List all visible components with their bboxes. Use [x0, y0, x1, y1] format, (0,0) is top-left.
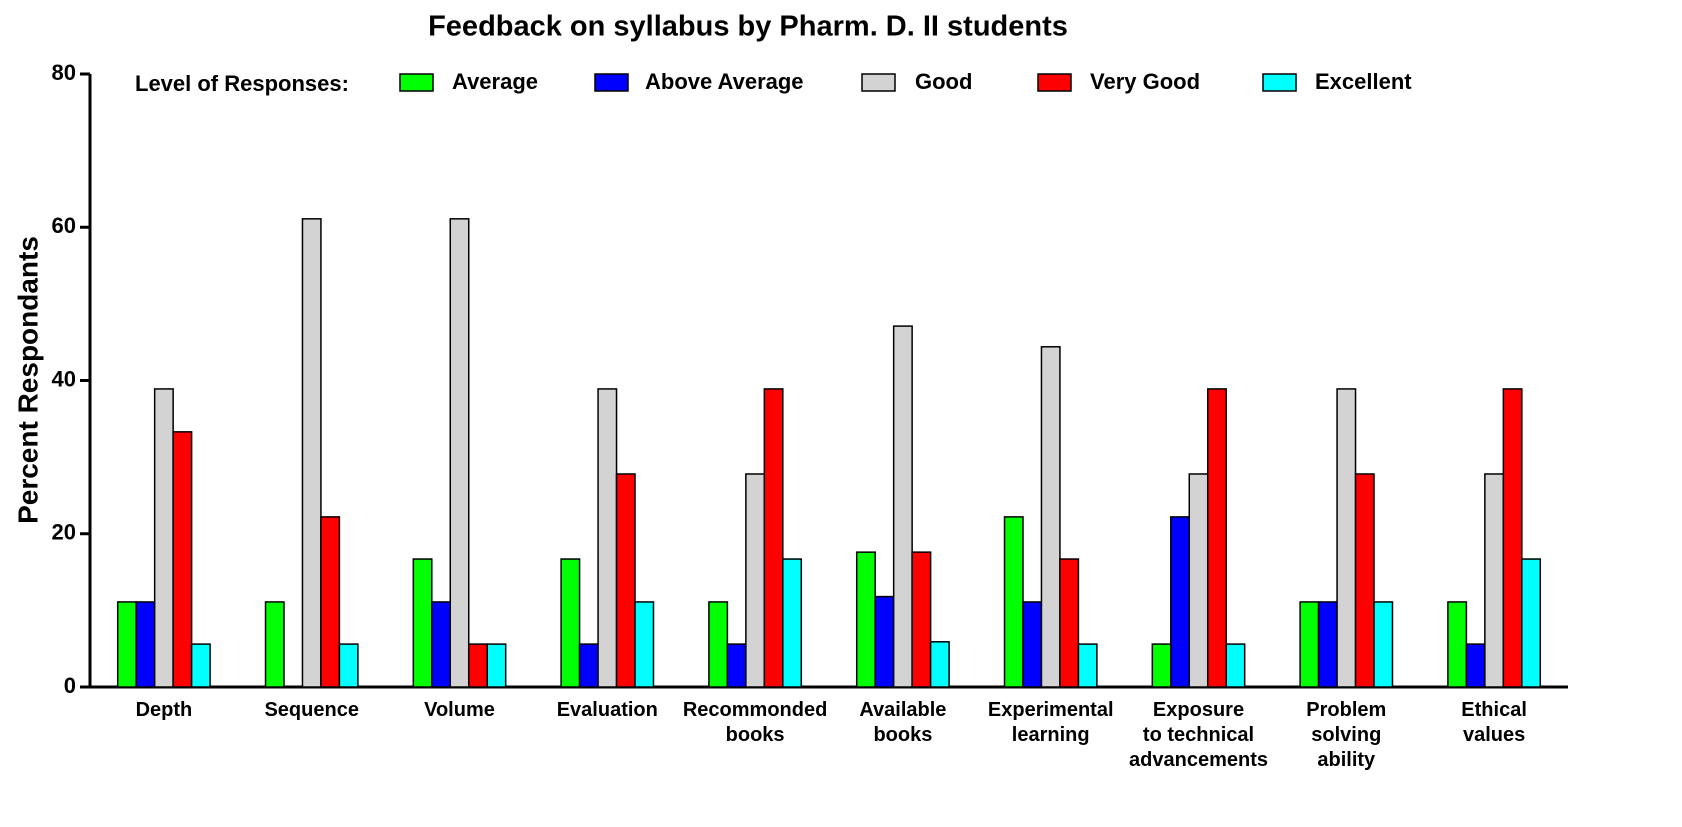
x-tick-label-line: Depth: [136, 699, 193, 721]
bar: [190, 643, 211, 688]
bar: [467, 643, 488, 688]
legend-label: Good: [915, 69, 972, 94]
bar: [1225, 643, 1246, 688]
legend-label: Above Average: [645, 69, 804, 94]
bar: [1354, 473, 1375, 688]
legend-swatch: [1037, 73, 1072, 92]
legend-swatch: [594, 73, 629, 92]
x-tick-label: Ethical values: [1461, 699, 1527, 746]
bar: [892, 325, 913, 688]
x-tick-label-line: Volume: [424, 699, 495, 721]
x-tick-label-line: Experimental: [988, 699, 1114, 721]
bar: [264, 601, 285, 688]
bar: [431, 601, 452, 688]
bar: [745, 473, 766, 688]
bar: [1040, 346, 1061, 688]
bar: [1299, 601, 1320, 688]
bar: [1059, 558, 1080, 688]
x-tick-label: Depth: [136, 699, 193, 721]
y-tick-label: 80: [52, 60, 76, 85]
bar: [301, 218, 322, 688]
x-tick-label: Volume: [424, 699, 495, 721]
x-tick-label-line: advancements: [1129, 749, 1268, 771]
bar: [1317, 601, 1338, 688]
x-tick-label-line: Ethical: [1461, 699, 1527, 721]
bar: [320, 516, 341, 688]
bar: [486, 643, 507, 688]
bar: [1188, 473, 1209, 688]
bar: [708, 601, 729, 688]
x-tick-label-line: learning: [1012, 724, 1090, 746]
bar: [929, 641, 950, 688]
bar: [615, 473, 636, 688]
bar: [1521, 558, 1542, 688]
bar: [597, 388, 618, 688]
bar: [855, 551, 876, 688]
legend-swatch: [399, 73, 434, 92]
bar: [412, 558, 433, 688]
x-tick-label-line: Available: [859, 699, 946, 721]
bar: [116, 601, 137, 688]
y-tick-label: 0: [64, 673, 76, 698]
x-tick-label-line: Sequence: [264, 699, 358, 721]
x-tick-label: Experimental learning: [988, 699, 1114, 746]
x-tick-label: Evaluation: [557, 699, 658, 721]
bar: [172, 431, 193, 688]
bar: [135, 601, 156, 688]
x-tick-label-line: ability: [1317, 749, 1376, 771]
bar: [338, 643, 359, 688]
legend-label: Average: [452, 69, 538, 94]
chart-title: Feedback on syllabus by Pharm. D. II stu…: [428, 11, 1068, 43]
bar: [1077, 643, 1098, 688]
bar: [634, 601, 655, 688]
bar: [1484, 473, 1505, 688]
bar: [560, 558, 581, 688]
legend-title: Level of Responses:: [135, 71, 349, 96]
y-tick-label: 20: [52, 520, 76, 545]
x-tick-label: Recommonded books: [683, 699, 827, 746]
x-tick-label-line: Exposure: [1153, 699, 1244, 721]
legend-label: Very Good: [1090, 69, 1200, 94]
bar: [153, 388, 174, 688]
legend-swatch: [861, 73, 896, 92]
y-tick-label: 60: [52, 213, 76, 238]
bar: [1151, 643, 1172, 688]
legend-label: Excellent: [1315, 69, 1412, 94]
bar: [1003, 516, 1024, 688]
bar: [578, 643, 599, 688]
legend-swatch: [1262, 73, 1297, 92]
x-tick-label-line: solving: [1311, 724, 1381, 746]
bar: [1447, 601, 1468, 688]
bar: [1336, 388, 1357, 688]
bar: [1206, 388, 1227, 688]
bar: [1465, 643, 1486, 688]
x-tick-label-line: values: [1463, 724, 1525, 746]
bar: [782, 558, 803, 688]
x-tick-label-line: books: [873, 724, 932, 746]
x-tick-label: Sequence: [264, 699, 358, 721]
x-tick-label: Problem solving ability: [1306, 699, 1386, 771]
bar: [911, 551, 932, 688]
x-tick-label-line: Evaluation: [557, 699, 658, 721]
bar: [874, 595, 895, 688]
bar: [1170, 516, 1191, 688]
bar: [1373, 601, 1394, 688]
y-axis-label: Percent Respondants: [12, 236, 43, 524]
bar: [449, 218, 470, 688]
bar: [1022, 601, 1043, 688]
x-tick-label-line: Problem: [1306, 699, 1386, 721]
x-tick-label: Available books: [859, 699, 946, 746]
x-tick-label-line: to technical: [1143, 724, 1254, 746]
x-tick-label-line: Recommonded: [683, 699, 827, 721]
bar: [1502, 388, 1523, 688]
bar: [763, 388, 784, 688]
y-tick-label: 40: [52, 366, 76, 391]
bar: [726, 643, 747, 688]
x-tick-label-line: books: [726, 724, 785, 746]
x-tick-label: Exposure to technical advancements: [1129, 699, 1268, 771]
